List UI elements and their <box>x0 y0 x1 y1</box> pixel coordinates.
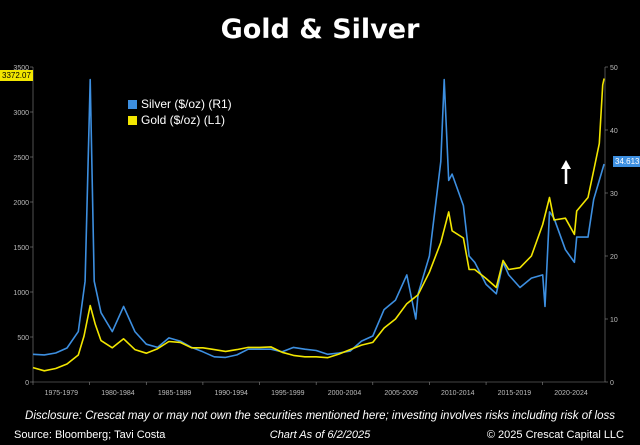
legend: Silver ($/oz) (R1) Gold ($/oz) (L1) <box>128 96 232 128</box>
chart-title: Gold & Silver <box>220 14 420 45</box>
right-tick-label: 30 <box>610 191 618 198</box>
right-tick-label: 20 <box>610 254 618 261</box>
right-tick-label: 10 <box>610 317 618 324</box>
legend-item-silver: Silver ($/oz) (R1) <box>128 96 232 112</box>
silver-series-line <box>32 78 605 359</box>
left-axis-ticks: 0 500 1000 1500 2000 2500 3000 3500 <box>13 65 33 387</box>
x-tick-label: 2015-2019 <box>498 390 532 397</box>
left-tick-label: 2000 <box>13 200 29 207</box>
right-tick-label: 50 <box>610 65 618 72</box>
as-of-date: Chart As of 6/2/2025 <box>269 429 371 441</box>
left-tick-label: 2500 <box>13 155 29 162</box>
legend-label-gold: Gold ($/oz) (L1) <box>141 113 226 127</box>
x-tick-label: 2020-2024 <box>554 390 588 397</box>
legend-label-silver: Silver ($/oz) (R1) <box>141 97 232 111</box>
up-arrow-icon <box>561 160 571 184</box>
x-tick-label: 1995-1999 <box>271 390 305 397</box>
x-tick-label: 2000-2004 <box>328 390 362 397</box>
gold-last-value-badge: 3372.07 <box>0 70 33 81</box>
x-tick-label: 1980-1984 <box>101 390 135 397</box>
left-tick-label: 1000 <box>13 290 29 297</box>
legend-swatch-silver <box>128 99 137 109</box>
x-axis-ticks: 1975-1979 1980-1984 1985-1989 1990-1994 1995… <box>32 382 588 397</box>
left-tick-label: 3000 <box>13 110 29 117</box>
x-tick-label: 2010-2014 <box>441 390 475 397</box>
series-layer <box>32 78 605 372</box>
x-tick-label: 1990-1994 <box>214 390 248 397</box>
left-tick-label: 500 <box>17 335 29 342</box>
left-tick-label: 3500 <box>13 65 29 72</box>
right-tick-label: 0 <box>610 380 614 387</box>
x-tick-label: 1985-1989 <box>158 390 192 397</box>
left-tick-label: 0 <box>25 380 29 387</box>
legend-swatch-gold <box>128 115 137 125</box>
x-tick-label: 1975-1979 <box>45 390 79 397</box>
source-note: Source: Bloomberg; Tavi Costa <box>14 429 166 441</box>
copyright: © 2025 Crescat Capital LLC <box>486 429 624 441</box>
silver-last-value-badge: 34.613 <box>613 156 640 167</box>
right-axis-ticks: 0 10 20 30 40 50 <box>605 65 618 387</box>
legend-item-gold: Gold ($/oz) (L1) <box>128 112 232 128</box>
left-tick-label: 1500 <box>13 245 29 252</box>
disclaimer: Disclosure: Crescat may or may not own t… <box>25 410 615 422</box>
right-tick-label: 40 <box>610 128 618 135</box>
gold-series-line <box>32 78 605 372</box>
x-tick-label: 2005-2009 <box>384 390 418 397</box>
